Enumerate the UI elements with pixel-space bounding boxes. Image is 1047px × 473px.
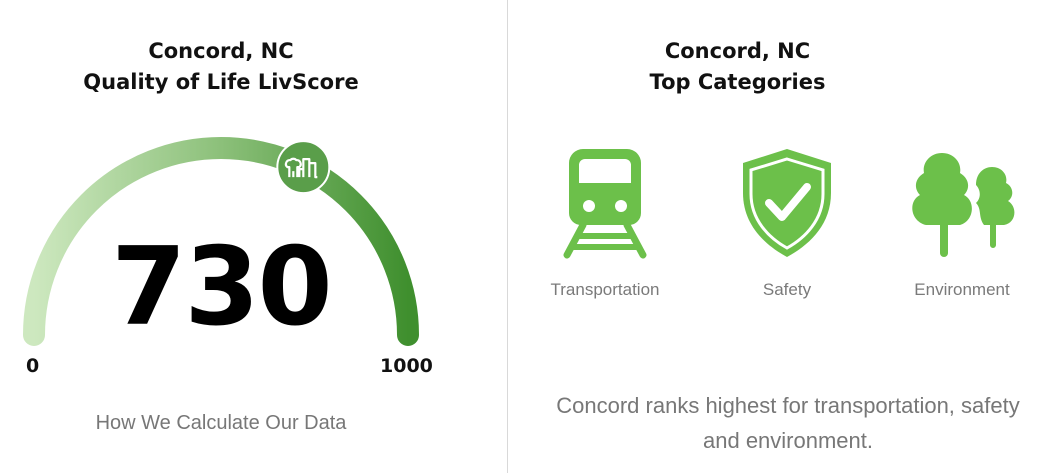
how-we-calculate-link[interactable]: How We Calculate Our Data <box>95 412 347 434</box>
city-skyline-icon <box>284 157 318 179</box>
category-label: Transportation <box>550 280 660 299</box>
categories-summary: Concord ranks highest for transportation… <box>556 393 1020 453</box>
gauge-min-label: 0 <box>26 355 40 377</box>
score-value: 730 <box>111 225 332 350</box>
top-categories-panel: Concord, NC Top Categories Transportatio… <box>508 0 1047 473</box>
livscore-title: Concord, NC Quality of Life LivScore <box>0 36 442 98</box>
gauge-max-label: 1000 <box>380 355 433 377</box>
category-label: Environment <box>914 280 1010 299</box>
train-icon <box>563 149 647 259</box>
livscore-heading: Quality of Life LivScore <box>83 70 359 94</box>
city-name: Concord, NC <box>664 39 811 63</box>
gauge-arc <box>23 137 419 346</box>
category-transportation: Transportation <box>535 145 675 300</box>
trees-icon <box>912 153 1015 257</box>
category-safety: Safety <box>717 145 857 300</box>
city-name: Concord, NC <box>148 39 294 63</box>
categories-heading: Top Categories <box>649 70 826 94</box>
livscore-panel: Concord, NC Quality of Life LivScore 730… <box>0 0 507 473</box>
score-gauge <box>23 137 419 346</box>
category-environment: Environment <box>892 145 1032 300</box>
category-label: Safety <box>762 280 812 299</box>
panel-divider <box>507 0 508 473</box>
shield-check-icon <box>743 149 831 257</box>
categories-title: Concord, NC Top Categories <box>468 36 1007 98</box>
gauge-marker <box>276 140 331 195</box>
